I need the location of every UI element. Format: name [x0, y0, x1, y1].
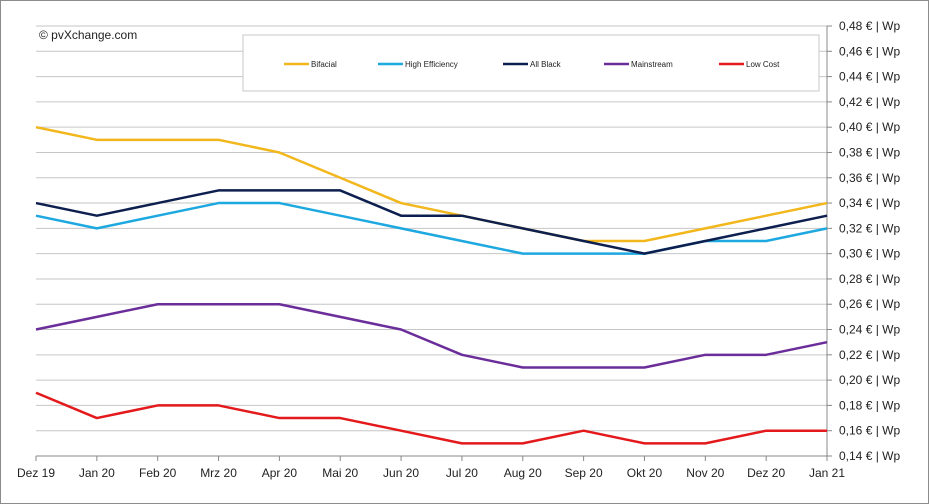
- y-tick-label: 0,40 € | Wp: [839, 120, 900, 134]
- x-tick-label: Jul 20: [446, 466, 478, 480]
- y-tick-label: 0,28 € | Wp: [839, 272, 900, 286]
- legend-label: Bifacial: [311, 60, 337, 69]
- legend-label: Mainstream: [631, 60, 673, 69]
- x-tick-label: Jan 20: [79, 466, 115, 480]
- y-tick-label: 0,44 € | Wp: [839, 70, 900, 84]
- y-tick-label: 0,18 € | Wp: [839, 398, 900, 412]
- y-tick-label: 0,24 € | Wp: [839, 323, 900, 337]
- x-tick-label: Mrz 20: [200, 466, 237, 480]
- y-tick-label: 0,16 € | Wp: [839, 424, 900, 438]
- y-tick-label: 0,32 € | Wp: [839, 221, 900, 235]
- legend-label: High Efficiency: [405, 60, 458, 69]
- y-tick-label: 0,26 € | Wp: [839, 297, 900, 311]
- y-tick-label: 0,20 € | Wp: [839, 373, 900, 387]
- y-tick-label: 0,48 € | Wp: [839, 19, 900, 33]
- x-tick-label: Jun 20: [383, 466, 419, 480]
- x-tick-label: Sep 20: [565, 466, 603, 480]
- legend-label: All Black: [530, 60, 562, 69]
- x-tick-label: Apr 20: [262, 466, 298, 480]
- series-line-mainstream: [35, 302, 828, 369]
- y-tick-label: 0,42 € | Wp: [839, 95, 900, 109]
- series-line-low-cost: [35, 391, 827, 445]
- y-tick-label: 0,46 € | Wp: [839, 44, 900, 58]
- x-tick-label: Mai 20: [322, 466, 358, 480]
- watermark: © pvXchange.com: [39, 28, 137, 42]
- y-tick-label: 0,30 € | Wp: [839, 247, 900, 261]
- x-tick-label: Jan 21: [809, 466, 845, 480]
- series-line-all-black: [35, 189, 828, 255]
- x-tick-label: Feb 20: [139, 466, 177, 480]
- x-tick-label: Nov 20: [686, 466, 724, 480]
- x-tick-label: Dez 20: [747, 466, 785, 480]
- y-tick-label: 0,22 € | Wp: [839, 348, 900, 362]
- x-tick-label: Okt 20: [627, 466, 663, 480]
- y-tick-label: 0,14 € | Wp: [839, 449, 900, 463]
- series-line-bifacial: [35, 125, 828, 243]
- legend-label: Low Cost: [746, 60, 780, 69]
- y-tick-label: 0,36 € | Wp: [839, 171, 900, 185]
- y-tick-label: 0,34 € | Wp: [839, 196, 900, 210]
- y-tick-label: 0,38 € | Wp: [839, 145, 900, 159]
- x-tick-label: Aug 20: [504, 466, 542, 480]
- x-tick-label: Dez 19: [17, 466, 55, 480]
- legend: Bifacial High Efficiency All Black Mainstre…: [242, 34, 820, 92]
